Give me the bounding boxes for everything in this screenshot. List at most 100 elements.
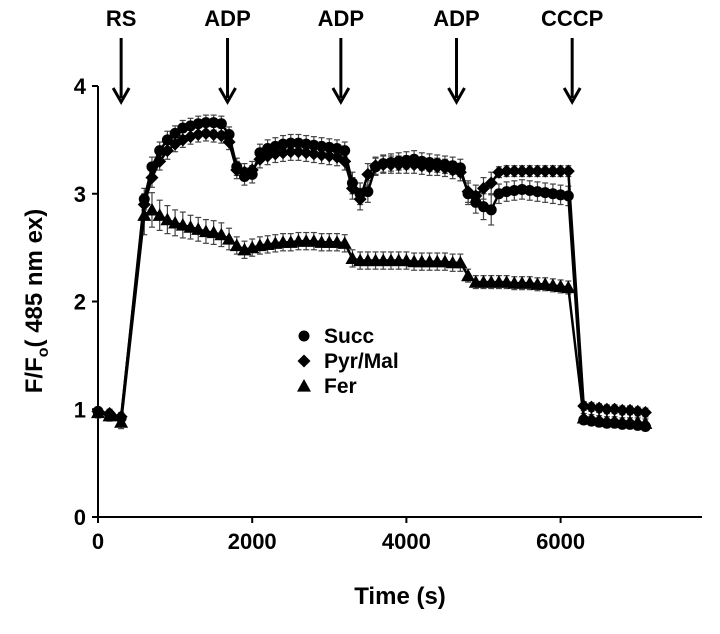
point-pyr-mal-58 <box>561 164 575 178</box>
y-tick-label-0: 0 <box>74 505 86 530</box>
point-pyr-mal-52 <box>515 164 529 178</box>
point-succ-6 <box>161 134 173 146</box>
annotation-arrow-head-3 <box>447 87 466 106</box>
point-pyr-mal-51 <box>507 164 521 178</box>
point-pyr-mal-26 <box>315 148 329 162</box>
point-pyr-mal-40 <box>423 160 437 174</box>
x-tick-label-4000: 4000 <box>382 529 431 554</box>
point-fer-6 <box>160 212 175 226</box>
series-markers <box>91 117 653 432</box>
y-tick-label-2: 2 <box>74 290 86 315</box>
point-pyr-mal-13 <box>214 129 228 143</box>
point-pyr-mal-54 <box>530 164 544 178</box>
point-succ-58 <box>562 190 574 202</box>
x-tick-label-2000: 2000 <box>228 529 277 554</box>
point-fer-8 <box>175 217 190 231</box>
point-fer-5 <box>152 208 167 221</box>
point-succ-48 <box>485 204 497 216</box>
y-tick-label-4: 4 <box>74 74 87 99</box>
point-pyr-mal-4 <box>145 171 159 185</box>
point-pyr-mal-59 <box>577 399 591 413</box>
point-pyr-mal-25 <box>307 147 321 161</box>
x-tick-label-0: 0 <box>92 529 104 554</box>
y-axis-title: F/Fo( 485 nm ex) <box>21 209 52 394</box>
point-pyr-mal-49 <box>492 165 506 179</box>
point-pyr-mal-50 <box>500 164 514 178</box>
point-fer-44 <box>453 255 468 269</box>
point-fer-3 <box>137 208 152 221</box>
point-pyr-mal-3 <box>137 198 151 212</box>
point-succ-14 <box>223 128 235 140</box>
annotation-arrows: RS ADP ADP ADP CCCP <box>106 6 603 106</box>
annotation-label-4: CCCP <box>541 6 603 31</box>
point-pyr-mal-14 <box>222 135 236 149</box>
point-fer-58 <box>561 280 576 294</box>
point-fer-2 <box>114 415 129 428</box>
point-pyr-mal-53 <box>523 164 537 178</box>
ticks: 0 1 2 3 4 0 2000 4000 6000 <box>74 74 585 554</box>
annotation-arrow-head-4 <box>562 87 582 106</box>
point-pyr-mal-29 <box>338 154 352 168</box>
point-succ-22 <box>285 137 297 149</box>
point-pyr-mal-5 <box>153 154 167 168</box>
error-bars <box>95 114 649 432</box>
point-pyr-mal-63 <box>608 402 622 416</box>
point-pyr-mal-20 <box>268 147 282 161</box>
point-pyr-mal-55 <box>538 164 552 178</box>
axes <box>97 86 702 518</box>
point-fer-4 <box>144 202 159 216</box>
point-pyr-mal-57 <box>554 164 568 178</box>
point-pyr-mal-31 <box>353 192 367 206</box>
point-pyr-mal-44 <box>453 165 467 179</box>
legend-marker-pyr-mal <box>297 354 311 368</box>
point-pyr-mal-36 <box>392 158 406 172</box>
x-axis-title: Time (s) <box>354 583 446 610</box>
point-pyr-mal-22 <box>284 145 298 159</box>
y-axis-title-group: F/Fo( 485 nm ex) <box>21 209 52 394</box>
y-axis-title-main: F/F <box>21 357 48 393</box>
point-pyr-mal-30 <box>345 181 359 195</box>
x-tick-label-6000: 6000 <box>536 529 585 554</box>
y-axis-title-sub: o <box>35 347 52 357</box>
point-fer-7 <box>168 215 183 229</box>
y-tick-label-3: 3 <box>74 182 86 207</box>
point-fer-15 <box>229 238 244 252</box>
y-tick-label-1: 1 <box>74 397 86 422</box>
point-pyr-mal-56 <box>546 164 560 178</box>
point-pyr-mal-23 <box>291 145 305 159</box>
point-pyr-mal-12 <box>207 127 221 141</box>
point-pyr-mal-62 <box>600 402 614 416</box>
annotation-label-0: RS <box>106 6 137 31</box>
point-pyr-mal-27 <box>322 149 336 163</box>
point-pyr-mal-34 <box>376 158 390 172</box>
point-pyr-mal-47 <box>477 181 490 195</box>
point-fer-1 <box>102 408 117 422</box>
point-pyr-mal-46 <box>469 189 483 203</box>
point-pyr-mal-37 <box>399 158 413 172</box>
point-pyr-mal-33 <box>369 159 383 173</box>
point-fer-67 <box>638 416 653 429</box>
point-pyr-mal-61 <box>592 401 606 415</box>
legend-label-fer: Fer <box>324 375 357 398</box>
point-pyr-mal-10 <box>191 127 205 141</box>
point-fer-29 <box>337 236 352 249</box>
point-pyr-mal-65 <box>623 403 637 417</box>
point-succ-13 <box>215 118 227 130</box>
legend-marker-fer <box>297 379 311 392</box>
point-pyr-mal-64 <box>615 403 629 417</box>
point-pyr-mal-60 <box>584 400 598 414</box>
point-pyr-mal-6 <box>160 144 174 158</box>
point-fer-9 <box>183 220 198 233</box>
point-fer-13 <box>214 227 229 241</box>
legend-marker-succ <box>298 330 310 342</box>
point-pyr-mal-38 <box>407 158 421 172</box>
point-fer-0 <box>91 405 105 419</box>
point-succ-4 <box>146 161 158 173</box>
point-succ-5 <box>154 145 166 157</box>
annotation-arrow-head-2 <box>331 87 351 106</box>
point-pyr-mal-39 <box>415 159 429 173</box>
series-line-fer <box>97 208 646 425</box>
